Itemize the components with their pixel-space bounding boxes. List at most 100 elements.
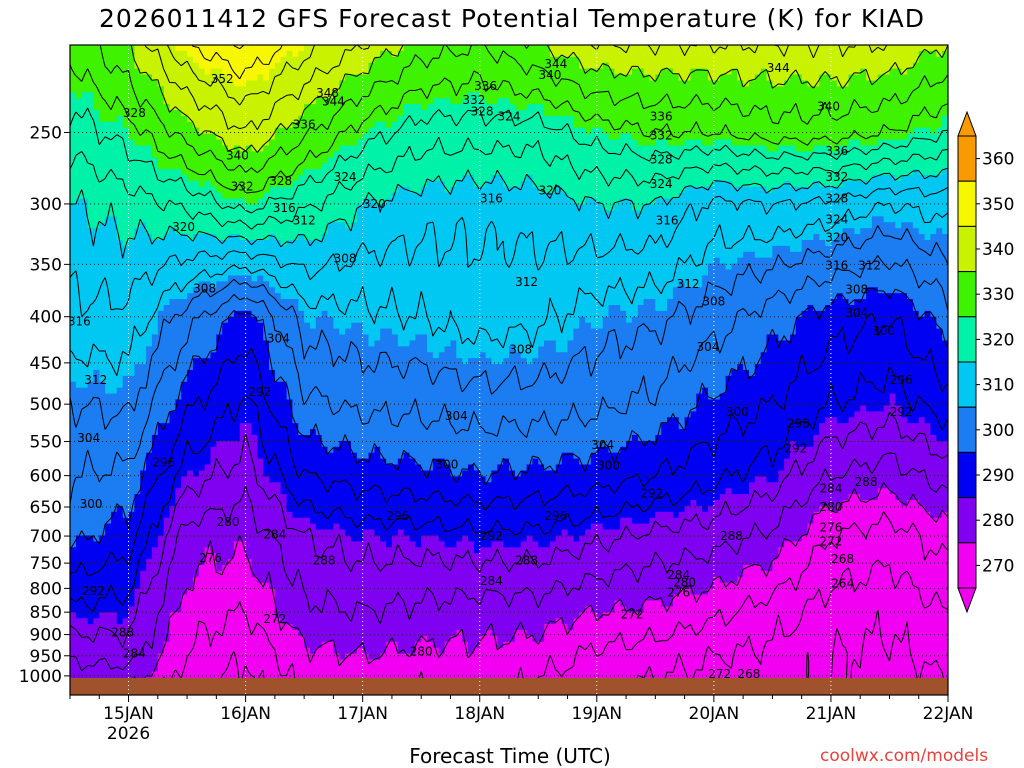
field-cell	[848, 80, 855, 88]
field-cell	[187, 127, 194, 135]
field-cell	[339, 121, 346, 129]
field-cell	[327, 62, 334, 70]
field-cell	[614, 110, 621, 117]
field-cell	[895, 127, 902, 135]
field-cell	[222, 80, 229, 88]
field-cell	[860, 234, 867, 241]
field-cell	[725, 216, 733, 223]
field-cell	[526, 104, 534, 111]
field-cell	[784, 50, 791, 58]
field-cell	[889, 204, 896, 212]
field-cell	[825, 68, 832, 76]
field-cell	[245, 222, 253, 229]
field-cell	[462, 133, 469, 141]
field-cell	[626, 204, 633, 212]
field-cell	[491, 127, 498, 135]
field-cell	[432, 68, 440, 76]
field-cell	[497, 157, 504, 164]
field-cell	[690, 45, 697, 52]
field-cell	[374, 80, 381, 88]
field-cell	[807, 56, 814, 64]
field-cell	[766, 210, 773, 218]
field-cell	[233, 169, 241, 176]
field-cell	[450, 80, 457, 88]
field-cell	[725, 228, 733, 235]
field-cell	[491, 163, 498, 170]
field-cell	[590, 186, 598, 194]
field-cell	[608, 50, 615, 58]
field-cell	[444, 127, 452, 135]
field-cell	[374, 192, 381, 200]
field-cell	[315, 104, 323, 111]
field-cell	[245, 68, 253, 76]
field-cell	[743, 169, 750, 176]
field-cell	[163, 157, 171, 164]
field-cell	[479, 62, 487, 70]
field-cell	[514, 163, 522, 170]
field-cell	[456, 210, 463, 218]
field-cell	[538, 234, 545, 241]
field-cell	[725, 175, 733, 182]
field-cell	[596, 163, 604, 170]
field-cell	[298, 228, 305, 235]
field-cell	[327, 80, 334, 88]
field-cell	[368, 74, 375, 82]
field-cell	[866, 216, 873, 223]
field-cell	[924, 151, 932, 158]
field-cell	[514, 180, 522, 188]
field-cell	[754, 216, 762, 223]
field-cell	[70, 104, 77, 111]
field-cell	[151, 62, 159, 70]
field-cell	[907, 169, 914, 176]
field-cell	[550, 180, 557, 188]
field-cell	[813, 50, 820, 58]
field-cell	[128, 92, 135, 99]
field-cell	[784, 62, 791, 70]
field-cell	[830, 157, 838, 164]
field-cell	[503, 86, 510, 93]
field-cell	[854, 121, 861, 129]
field-cell	[298, 151, 305, 158]
field-cell	[731, 115, 738, 123]
field-cell	[667, 192, 674, 200]
field-cell	[708, 68, 715, 76]
field-cell	[602, 180, 610, 188]
field-cell	[450, 45, 457, 52]
field-cell	[298, 198, 305, 206]
field-cell	[860, 157, 867, 164]
field-cell	[696, 74, 703, 82]
field-cell	[444, 121, 452, 129]
field-cell	[766, 110, 773, 117]
field-cell	[631, 192, 639, 200]
field-cell	[514, 204, 522, 212]
field-cell	[380, 151, 387, 158]
field-cell	[866, 121, 873, 129]
field-cell	[163, 104, 171, 111]
field-cell	[901, 92, 908, 99]
field-cell	[825, 110, 832, 117]
field-cell	[579, 98, 586, 105]
field-cell	[813, 127, 820, 135]
field-cell	[128, 50, 135, 58]
field-cell	[696, 186, 703, 194]
field-cell	[760, 145, 768, 153]
field-cell	[233, 210, 241, 218]
field-cell	[210, 169, 217, 176]
field-cell	[503, 228, 510, 235]
field-cell	[386, 56, 393, 64]
field-cell	[198, 204, 206, 212]
field-cell	[825, 115, 832, 123]
field-cell	[708, 169, 715, 176]
field-cell	[713, 228, 721, 235]
field-cell	[661, 74, 668, 82]
field-cell	[310, 210, 317, 218]
field-cell	[432, 121, 440, 129]
field-cell	[421, 228, 428, 235]
field-cell	[75, 104, 83, 111]
field-cell	[550, 127, 557, 135]
field-cell	[427, 163, 434, 170]
field-cell	[854, 92, 861, 99]
field-cell	[479, 198, 487, 206]
field-cell	[70, 133, 77, 141]
field-cell	[930, 86, 937, 93]
